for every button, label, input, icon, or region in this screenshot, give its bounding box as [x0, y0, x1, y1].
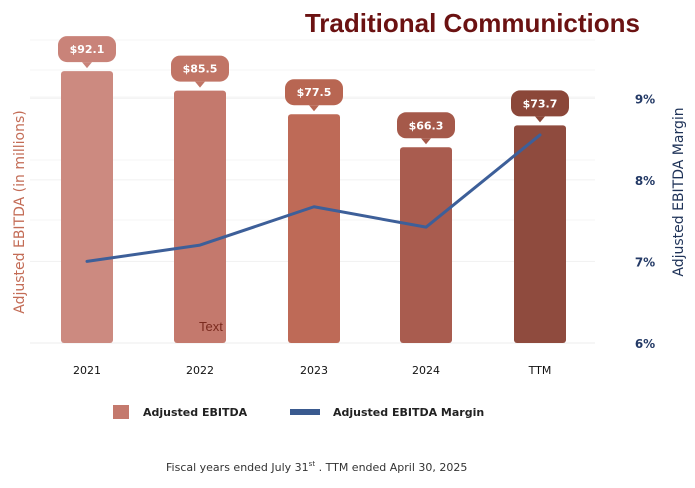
bar-2023 — [288, 114, 340, 343]
data-label-text: $73.7 — [523, 97, 558, 110]
y-axis-label: Adjusted EBITDA (in millions) — [12, 110, 28, 313]
chart-title: Traditional Communictions — [305, 8, 640, 38]
bar-2024 — [400, 147, 452, 343]
data-label-2023: $77.5 — [285, 79, 343, 112]
label-pointer — [82, 62, 92, 69]
placeholder-text: Text — [199, 319, 223, 334]
label-pointer — [535, 116, 545, 123]
right-axis-ticks: 6% 7% 8% 9% — [635, 92, 655, 351]
data-label-text: $77.5 — [297, 86, 332, 99]
label-pointer — [421, 138, 431, 145]
right-tick-label: 9% — [635, 92, 655, 106]
bar-2022 — [174, 90, 226, 343]
data-label-2022: $85.5 — [171, 55, 229, 88]
x-tick-label: 2021 — [73, 364, 101, 377]
legend-label-bars: Adjusted EBITDA — [143, 406, 248, 419]
data-label-2024: $66.3 — [397, 112, 455, 145]
footnote: Fiscal years ended July 31st . TTM ended… — [166, 460, 467, 474]
label-bubble — [397, 112, 455, 139]
margin-point-2024 — [425, 226, 427, 228]
data-label-2021: $92.1 — [58, 36, 116, 69]
data-label-TTM: $73.7 — [511, 90, 569, 123]
right-tick-label: 7% — [635, 255, 655, 269]
label-bubble — [511, 90, 569, 117]
data-label-text: $85.5 — [183, 63, 218, 76]
bar-2021 — [61, 71, 113, 343]
right-tick-label: 8% — [635, 174, 655, 188]
footnote-prefix: Fiscal years ended July 31 — [166, 461, 309, 474]
footnote-superscript: st — [309, 460, 316, 468]
label-pointer — [195, 81, 205, 88]
footnote-suffix: . TTM ended April 30, 2025 — [315, 461, 467, 474]
x-tick-label: 2024 — [412, 364, 440, 377]
bar-TTM — [514, 125, 566, 344]
x-tick-label: 2022 — [186, 364, 214, 377]
x-tick-label: TTM — [528, 364, 552, 377]
label-bubble — [58, 36, 116, 63]
margin-point-2022 — [199, 244, 201, 246]
legend-swatch-bars — [113, 405, 129, 419]
legend: Adjusted EBITDA Adjusted EBITDA Margin — [113, 405, 484, 419]
label-pointer — [309, 105, 319, 112]
margin-point-2021 — [86, 260, 88, 262]
margin-line-series — [85, 133, 542, 263]
margin-point-TTM — [539, 134, 541, 136]
margin-point-2023 — [313, 206, 315, 208]
label-bubble — [171, 55, 229, 82]
label-bubble — [285, 79, 343, 106]
right-tick-label: 6% — [635, 337, 655, 351]
right-axis-label: Adjusted EBITDA Margin — [671, 107, 687, 276]
data-label-text: $66.3 — [409, 119, 444, 132]
data-labels: $92.1 $85.5 $77.5 $66.3 $73.7 — [58, 36, 569, 145]
legend-label-line: Adjusted EBITDA Margin — [333, 406, 484, 419]
bar-series — [61, 71, 566, 344]
x-tick-label: 2023 — [300, 364, 328, 377]
x-axis-ticks: 2021 2022 2023 2024 TTM — [73, 364, 551, 377]
legend-swatch-line — [290, 409, 320, 415]
data-label-text: $92.1 — [70, 43, 105, 56]
